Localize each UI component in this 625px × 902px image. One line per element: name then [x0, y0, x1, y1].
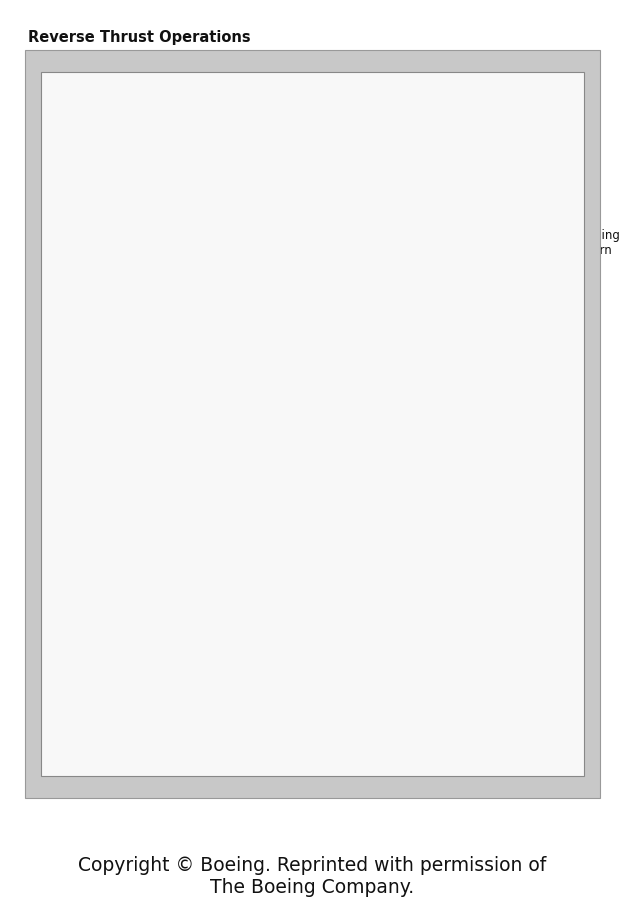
Polygon shape: [129, 207, 218, 308]
Ellipse shape: [222, 515, 266, 567]
Circle shape: [362, 708, 369, 716]
Circle shape: [204, 294, 219, 309]
Bar: [391, 116, 562, 287]
Bar: [396, 121, 558, 282]
Ellipse shape: [331, 678, 385, 717]
Circle shape: [169, 444, 184, 459]
Bar: [501, 135, 519, 177]
Polygon shape: [253, 637, 378, 735]
Polygon shape: [171, 419, 273, 546]
Circle shape: [128, 206, 142, 222]
Bar: [449, 135, 466, 177]
Circle shape: [258, 662, 271, 678]
Polygon shape: [296, 705, 369, 768]
Polygon shape: [467, 684, 474, 691]
Circle shape: [244, 553, 258, 568]
Bar: [475, 135, 492, 177]
Circle shape: [208, 298, 215, 306]
Circle shape: [358, 704, 372, 720]
Polygon shape: [194, 554, 255, 606]
Circle shape: [248, 557, 254, 565]
Ellipse shape: [189, 263, 234, 307]
Text: Approaching 60 KIAS:
Decrease to idle reverse before taxi speed.: Approaching 60 KIAS: Decrease to idle re…: [229, 751, 485, 783]
Bar: [422, 135, 439, 177]
Text: Copyright © Boeing. Reprinted with permission of
The Boeing Company.: Copyright © Boeing. Reprinted with permi…: [78, 857, 547, 897]
Polygon shape: [210, 275, 284, 309]
Text: Idle reverse detent: Idle reverse detent: [472, 639, 596, 685]
Polygon shape: [93, 179, 234, 321]
Text: Reverse Thrust Operations: Reverse Thrust Operations: [28, 30, 251, 45]
Polygon shape: [416, 194, 539, 250]
Text: Reverser
Interlock: Reverser Interlock: [289, 232, 374, 274]
Polygon shape: [261, 662, 368, 721]
Text: Gripping
Pattern: Gripping Pattern: [569, 229, 621, 257]
Text: After reverser interlock release:
Apply reverse thrust as needed until 60 KIAS.: After reverser interlock release: Apply …: [137, 602, 406, 634]
Text: At Touchdown:
Up and aft rapidly to interlock.
Maintain light pressure on interl: At Touchdown: Up and aft rapidly to inte…: [58, 355, 272, 407]
Polygon shape: [170, 446, 258, 566]
